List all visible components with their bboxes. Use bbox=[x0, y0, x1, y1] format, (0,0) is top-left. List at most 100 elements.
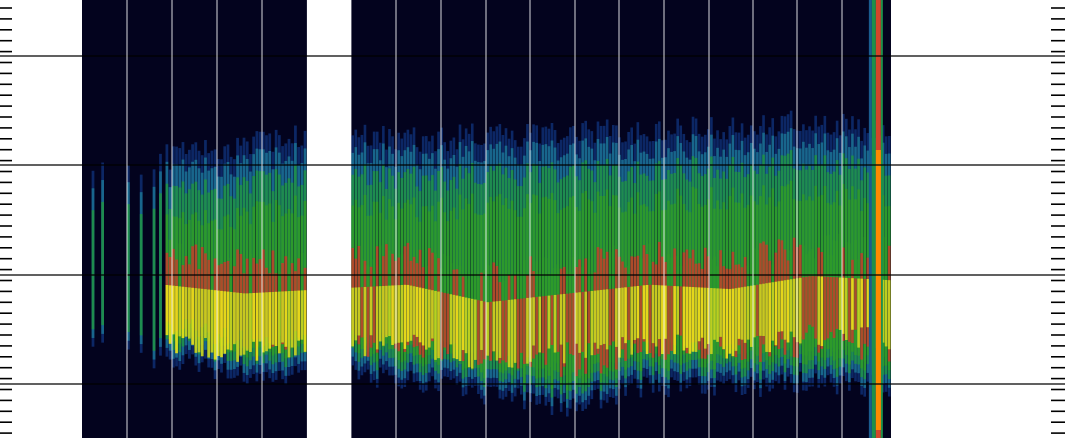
spectrogram-column bbox=[679, 286, 683, 336]
spectrogram-column bbox=[504, 300, 508, 363]
spectrogram-column bbox=[863, 278, 867, 344]
spectrogram-column bbox=[562, 293, 566, 364]
spectrogram-column bbox=[581, 291, 584, 352]
spectrogram-column bbox=[178, 286, 182, 337]
spectrogram-column bbox=[578, 292, 581, 353]
spectrogram-column bbox=[271, 291, 275, 345]
spectrogram-column bbox=[743, 286, 747, 343]
spectrogram-column bbox=[520, 298, 523, 353]
spectrogram-column bbox=[792, 278, 796, 338]
spectrogram-column bbox=[799, 277, 802, 344]
spectrogram-column bbox=[682, 286, 686, 351]
spectrogram-column bbox=[265, 292, 268, 352]
spectrogram-column bbox=[480, 300, 483, 350]
spectrogram-column bbox=[268, 292, 272, 349]
spectrogram-column bbox=[428, 289, 431, 348]
spectrogram-column bbox=[91, 210, 95, 330]
spectrogram-column bbox=[184, 287, 188, 337]
spectrogram-column bbox=[181, 286, 185, 339]
spectrogram-column bbox=[236, 292, 239, 362]
spectrogram-column bbox=[294, 290, 297, 356]
spectrogram-column bbox=[526, 297, 529, 364]
spectrogram-column bbox=[412, 286, 416, 335]
spectrogram-column bbox=[210, 289, 214, 353]
spectrogram-column bbox=[645, 284, 649, 355]
spectrogram-column bbox=[756, 284, 759, 337]
spectrogram-column bbox=[372, 286, 376, 343]
spectrogram-column bbox=[630, 286, 634, 355]
spectrogram-column bbox=[774, 281, 778, 346]
spectrogram-column bbox=[566, 293, 569, 343]
spectrogram-column bbox=[657, 285, 661, 340]
spectrogram-column bbox=[605, 289, 609, 350]
spectrogram-column bbox=[255, 292, 259, 361]
spectrogram-column bbox=[829, 277, 833, 332]
spectrogram-column bbox=[556, 294, 560, 352]
spectrogram-column bbox=[434, 290, 437, 360]
spectrogram-column bbox=[805, 276, 808, 333]
spectrogram-column bbox=[191, 246, 194, 320]
spectrogram-column bbox=[409, 285, 413, 341]
spectrogram-column bbox=[233, 292, 236, 345]
spectrogram-column bbox=[378, 286, 382, 342]
spectrogram-column bbox=[667, 285, 670, 355]
spectrogram-column bbox=[213, 290, 217, 360]
spectrogram-column bbox=[415, 286, 419, 337]
spectrogram-column bbox=[740, 287, 744, 340]
spectrogram-column bbox=[207, 289, 211, 358]
spectrogram-column bbox=[670, 285, 673, 351]
spectrogram-column bbox=[707, 287, 710, 345]
spectrogram-column bbox=[737, 287, 741, 339]
spectrogram-column bbox=[290, 290, 294, 348]
spectrogram-column bbox=[431, 290, 434, 339]
spectrogram-column bbox=[204, 289, 207, 338]
spectrogram-column bbox=[639, 285, 643, 353]
spectrogram-column bbox=[860, 278, 863, 328]
spectrogram-column bbox=[216, 290, 220, 356]
spectrogram-column bbox=[685, 286, 689, 348]
spectrogram-column bbox=[691, 287, 695, 352]
spectrogram-column bbox=[593, 290, 597, 343]
spectrogram-column bbox=[599, 289, 603, 346]
spectrogram-column bbox=[458, 296, 462, 361]
spectrogram-column bbox=[694, 287, 698, 352]
spectrogram-column bbox=[165, 284, 169, 336]
spectrogram-column bbox=[688, 286, 692, 354]
spectrogram-column bbox=[532, 297, 535, 346]
spectrogram-column bbox=[249, 293, 252, 352]
spectrogram-column bbox=[547, 295, 551, 349]
spectrogram-column bbox=[596, 290, 600, 349]
spectrogram-column bbox=[510, 299, 514, 368]
spectrogram-column bbox=[753, 285, 756, 338]
spectrogram-column bbox=[424, 288, 428, 350]
spectrogram-column bbox=[400, 284, 404, 343]
spectrogram-column bbox=[101, 201, 105, 326]
spectrogram-column bbox=[464, 297, 468, 354]
spectrogram-column bbox=[786, 279, 790, 343]
spectrogram-column bbox=[759, 284, 762, 336]
spectrogram-column bbox=[884, 279, 888, 347]
spectrogram-column bbox=[881, 279, 885, 343]
spectrogram-column bbox=[762, 283, 765, 336]
spectrogram-column bbox=[716, 288, 719, 342]
spectrogram-column bbox=[297, 290, 300, 341]
spectrogram-column bbox=[406, 284, 410, 342]
spectrogram-column bbox=[516, 298, 520, 369]
spectrogram-column bbox=[446, 293, 450, 355]
spectrogram-column bbox=[159, 193, 162, 339]
spectrogram-column bbox=[569, 293, 572, 354]
spectrogram-column bbox=[498, 300, 502, 358]
spectrogram-column bbox=[175, 286, 178, 354]
spectrogram-column bbox=[474, 299, 477, 360]
spectrogram-column bbox=[719, 288, 722, 337]
spectrogram-column bbox=[507, 299, 511, 368]
spectrogram-column bbox=[851, 278, 854, 330]
spectrogram-column bbox=[220, 290, 223, 358]
spectrogram-column bbox=[369, 286, 373, 336]
spectrogram-column bbox=[168, 285, 172, 344]
spectrogram-column bbox=[455, 295, 459, 360]
spectrogram-column bbox=[559, 294, 563, 345]
spectrogram-column bbox=[857, 278, 860, 348]
spectrogram-column bbox=[887, 280, 891, 350]
